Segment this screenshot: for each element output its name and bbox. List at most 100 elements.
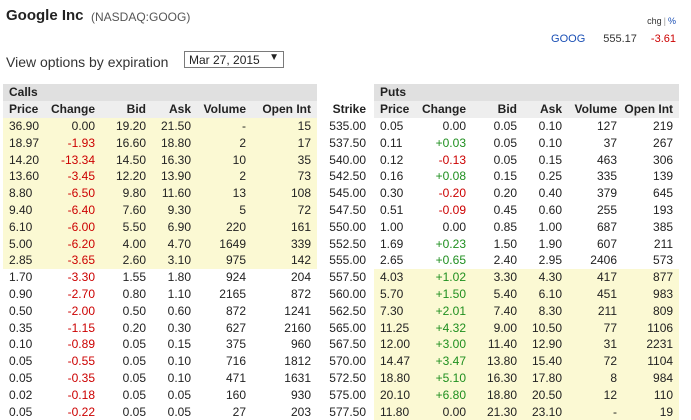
puts-ask-cell: 4.30 bbox=[523, 268, 568, 286]
puts-change-cell: -0.20 bbox=[438, 186, 466, 201]
calls-open-int-cell: 960 bbox=[290, 337, 311, 352]
calls-ask-cell: 16.30 bbox=[152, 151, 197, 168]
puts-volume-cell: 127 bbox=[596, 118, 617, 133]
calls-volume-cell: 2 bbox=[197, 167, 252, 185]
puts-price-cell: 12.00 bbox=[374, 335, 416, 353]
puts-open-int-cell: 385 bbox=[653, 219, 674, 234]
puts-change-header: Change bbox=[416, 100, 472, 118]
calls-ask-cell: 0.60 bbox=[167, 303, 191, 318]
puts-open-int-cell: 19 bbox=[623, 403, 680, 420]
puts-open-int-cell: 877 bbox=[623, 268, 680, 286]
strike-cell: 540.00 bbox=[329, 152, 366, 167]
dropdown-arrow-icon: ▼ bbox=[269, 52, 279, 63]
calls-change-cell: -6.40 bbox=[45, 201, 101, 219]
calls-open-int-cell: 203 bbox=[290, 404, 311, 419]
puts-bid-cell: 0.05 bbox=[493, 152, 517, 167]
puts-price-cell: 5.70 bbox=[374, 285, 416, 303]
calls-open-int-cell: 72 bbox=[252, 201, 317, 219]
puts-change-cell: +0.65 bbox=[435, 253, 466, 268]
calls-bid-cell: 1.55 bbox=[122, 270, 146, 285]
calls-change-cell: -1.93 bbox=[45, 134, 101, 152]
puts-price-cell: 1.69 bbox=[380, 236, 404, 251]
table-row: 0.90 -2.70 0.80 1.10 2165 872 560.00 5.70 +1.50 5… bbox=[3, 285, 680, 303]
calls-price-cell: 0.05 bbox=[9, 370, 33, 385]
calls-change-cell: -0.89 bbox=[67, 337, 95, 352]
puts-change-cell: 0.00 bbox=[416, 403, 472, 420]
puts-open-int-cell: 983 bbox=[623, 285, 680, 303]
calls-volume-cell: 10 bbox=[197, 151, 252, 168]
strike-cell: 535.00 bbox=[329, 118, 366, 133]
table-row: 0.02 -0.18 0.05 0.05 160 930 575.00 20.10 +6.80 1… bbox=[3, 386, 680, 404]
table-row: 0.10 -0.89 0.05 0.15 375 960 567.50 12.00 +3.00 1… bbox=[3, 335, 680, 353]
puts-bid-cell: 1.50 bbox=[493, 236, 517, 251]
calls-change-cell: -0.22 bbox=[67, 404, 95, 419]
calls-section-header: Calls bbox=[3, 84, 317, 101]
chg-link[interactable]: chg bbox=[647, 16, 662, 26]
table-row: 0.05 -0.55 0.05 0.10 716 1812 570.00 14.47 +3.47… bbox=[3, 352, 680, 370]
puts-price-cell: 0.51 bbox=[380, 202, 404, 217]
puts-ask-cell: 15.40 bbox=[523, 352, 568, 370]
calls-bid-cell: 4.00 bbox=[101, 235, 152, 252]
puts-volume-cell: 8 bbox=[568, 369, 623, 387]
calls-volume-cell: - bbox=[197, 117, 252, 135]
calls-bid-cell: 5.50 bbox=[101, 218, 152, 236]
puts-ask-cell: 8.30 bbox=[523, 302, 568, 320]
calls-ask-cell: 4.70 bbox=[152, 235, 197, 252]
options-chain-table: Calls Puts Price Change Bid Ask Volume O… bbox=[3, 84, 680, 420]
expiration-select[interactable]: Mar 27, 2015 ▼ bbox=[184, 51, 284, 68]
calls-change-cell: -1.15 bbox=[67, 320, 95, 335]
puts-volume-cell: 687 bbox=[596, 219, 617, 234]
puts-open-int-cell: 139 bbox=[653, 169, 674, 184]
calls-open-int-cell: 1812 bbox=[284, 354, 311, 369]
puts-ask-cell: 0.40 bbox=[538, 186, 562, 201]
calls-open-int-cell: 142 bbox=[252, 251, 317, 269]
calls-volume-header: Volume bbox=[197, 100, 252, 118]
puts-price-cell: 0.16 bbox=[380, 169, 404, 184]
puts-volume-cell: 417 bbox=[568, 268, 623, 286]
percent-link[interactable]: % bbox=[667, 16, 676, 26]
calls-volume-cell: 924 bbox=[225, 270, 246, 285]
puts-price-cell: 0.30 bbox=[380, 186, 404, 201]
strike-cell: 562.50 bbox=[329, 303, 366, 318]
calls-price-cell: 13.60 bbox=[3, 167, 45, 185]
puts-ask-cell: 1.00 bbox=[538, 219, 562, 234]
calls-ask-cell: 0.30 bbox=[167, 320, 191, 335]
calls-change-cell: -13.34 bbox=[45, 151, 101, 168]
quote-symbol-link[interactable]: GOOG bbox=[551, 33, 586, 45]
puts-price-cell: 20.10 bbox=[374, 386, 416, 404]
puts-bid-cell: 5.40 bbox=[472, 285, 523, 303]
calls-bid-cell: 0.05 bbox=[122, 387, 146, 402]
strike-cell: 565.00 bbox=[329, 320, 366, 335]
puts-change-cell: +0.23 bbox=[435, 236, 466, 251]
puts-open-int-cell: 573 bbox=[653, 253, 674, 268]
calls-bid-cell: 0.05 bbox=[122, 337, 146, 352]
puts-price-cell: 11.80 bbox=[374, 403, 416, 420]
calls-ask-cell: 0.15 bbox=[167, 337, 191, 352]
strike-section-spacer bbox=[317, 84, 374, 101]
puts-bid-cell: 13.80 bbox=[472, 352, 523, 370]
change-display-toggle: chg |% bbox=[647, 16, 676, 26]
calls-bid-header: Bid bbox=[101, 100, 152, 118]
calls-price-cell: 2.85 bbox=[3, 251, 45, 269]
table-row: 18.97 -1.93 16.60 18.80 2 17 537.50 0.11 +0.03 0.… bbox=[3, 134, 679, 152]
calls-ask-cell: 0.10 bbox=[167, 370, 191, 385]
quote-summary: GOOG 555.17 -3.61 bbox=[551, 33, 676, 45]
puts-change-cell: +6.80 bbox=[416, 386, 472, 404]
calls-open-int-cell: 2160 bbox=[284, 320, 311, 335]
puts-bid-cell: 18.80 bbox=[472, 386, 523, 404]
strike-cell: 545.00 bbox=[329, 186, 366, 201]
table-row: 13.60 -3.45 12.20 13.90 2 73 542.50 0.16 +0.08 0.… bbox=[3, 167, 679, 185]
puts-price-cell: 0.11 bbox=[380, 135, 403, 150]
calls-change-cell: -6.00 bbox=[45, 218, 101, 236]
calls-bid-cell: 7.60 bbox=[101, 201, 152, 219]
puts-open-int-cell: 809 bbox=[623, 302, 680, 320]
puts-volume-cell: 2406 bbox=[590, 253, 617, 268]
puts-volume-cell: 77 bbox=[568, 319, 623, 336]
calls-price-cell: 0.50 bbox=[9, 303, 33, 318]
puts-change-cell: 0.00 bbox=[442, 118, 466, 133]
strike-cell: 570.00 bbox=[329, 354, 366, 369]
strike-cell: 577.50 bbox=[329, 404, 366, 419]
calls-price-cell: 0.05 bbox=[9, 404, 33, 419]
table-row: 0.50 -2.00 0.50 0.60 872 1241 562.50 7.30 +2.01 7… bbox=[3, 302, 680, 320]
calls-ask-cell: 1.80 bbox=[167, 270, 191, 285]
